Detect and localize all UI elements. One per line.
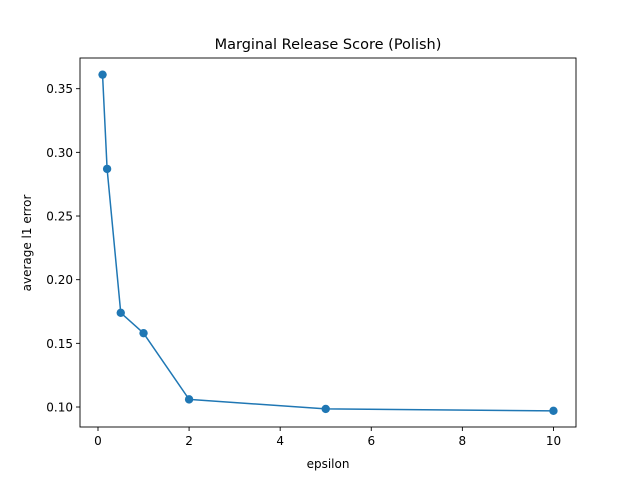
x-tick-label: 10 [546, 434, 561, 448]
y-tick-label: 0.10 [46, 401, 73, 415]
x-tick-label: 4 [276, 434, 284, 448]
data-point [116, 308, 125, 317]
chart-title: Marginal Release Score (Polish) [215, 37, 442, 53]
x-tick-label: 2 [185, 434, 193, 448]
y-tick-label: 0.35 [46, 82, 73, 96]
axes-frame [79, 57, 577, 428]
x-tick-label: 6 [367, 434, 375, 448]
plot-area [80, 58, 576, 427]
data-point [139, 328, 148, 338]
data-point [549, 406, 558, 416]
y-tick-label: 0.15 [46, 337, 73, 351]
x-tick-label: 8 [459, 434, 467, 448]
x-tick-label: 0 [94, 434, 102, 448]
y-tick-label: 0.20 [46, 273, 73, 287]
data-point [102, 164, 112, 174]
y-tick-label: 0.30 [46, 146, 73, 160]
y-tick-label: 0.25 [46, 210, 73, 224]
x-axis-label: epsilon [307, 457, 350, 471]
data-point [321, 404, 330, 414]
y-axis-label: average l1 error [20, 195, 34, 292]
data-point [98, 70, 107, 79]
data-point [184, 395, 194, 404]
